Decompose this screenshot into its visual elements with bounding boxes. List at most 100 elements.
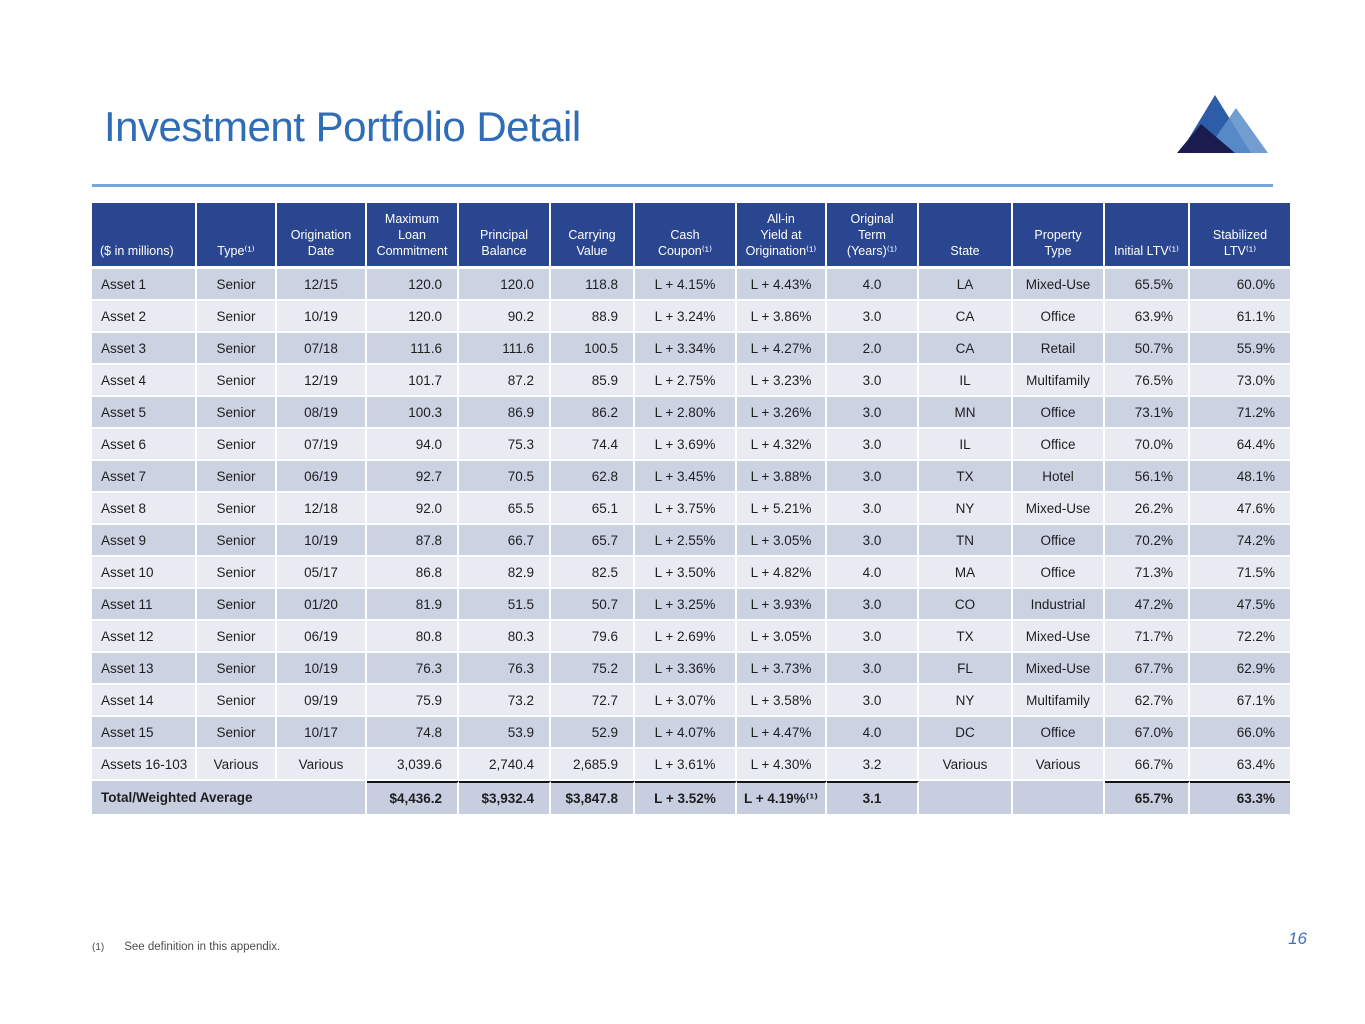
cell-r16-c11: 66.7%: [1105, 749, 1190, 781]
cell-r3-c11: 50.7%: [1105, 333, 1190, 365]
cell-r14-c7: L + 3.58%: [737, 685, 827, 717]
cell-r3-c7: L + 4.27%: [737, 333, 827, 365]
cell-r6-c1: Senior: [197, 429, 277, 461]
cell-r16-c10: Various: [1013, 749, 1105, 781]
cell-r16-c4: 2,740.4: [459, 749, 551, 781]
cell-r3-c0: Asset 3: [92, 333, 197, 365]
column-header-9: State: [919, 203, 1013, 269]
total-cell-c12: 63.3%: [1190, 781, 1290, 816]
cell-r1-c5: 118.8: [551, 269, 635, 301]
cell-r14-c6: L + 3.07%: [635, 685, 737, 717]
column-header-0: ($ in millions): [92, 203, 197, 269]
cell-r10-c6: L + 3.50%: [635, 557, 737, 589]
cell-r4-c0: Asset 4: [92, 365, 197, 397]
cell-r9-c1: Senior: [197, 525, 277, 557]
column-header-8: Original Term (Years)⁽¹⁾: [827, 203, 919, 269]
cell-r1-c7: L + 4.43%: [737, 269, 827, 301]
cell-r4-c4: 87.2: [459, 365, 551, 397]
cell-r6-c6: L + 3.69%: [635, 429, 737, 461]
cell-r6-c5: 74.4: [551, 429, 635, 461]
column-header-11: Initial LTV⁽¹⁾: [1105, 203, 1190, 269]
cell-r11-c11: 47.2%: [1105, 589, 1190, 621]
cell-r4-c7: L + 3.23%: [737, 365, 827, 397]
cell-r10-c10: Office: [1013, 557, 1105, 589]
cell-r11-c12: 47.5%: [1190, 589, 1290, 621]
cell-r13-c7: L + 3.73%: [737, 653, 827, 685]
total-cell-c8: 3.1: [827, 781, 919, 816]
cell-r15-c11: 67.0%: [1105, 717, 1190, 749]
cell-r15-c2: 10/17: [277, 717, 367, 749]
total-cell-c3: $4,436.2: [367, 781, 459, 816]
column-header-7: All-in Yield at Origination⁽¹⁾: [737, 203, 827, 269]
cell-r14-c0: Asset 14: [92, 685, 197, 717]
cell-r12-c10: Mixed-Use: [1013, 621, 1105, 653]
table-row: Asset 6 Senior 07/19 94.0 75.3 74.4 L + 3.69% L…: [92, 429, 1290, 461]
column-header-12: Stabilized LTV⁽¹⁾: [1190, 203, 1290, 269]
cell-r5-c6: L + 2.80%: [635, 397, 737, 429]
cell-r5-c9: MN: [919, 397, 1013, 429]
cell-r8-c6: L + 3.75%: [635, 493, 737, 525]
cell-r5-c2: 08/19: [277, 397, 367, 429]
cell-r8-c2: 12/18: [277, 493, 367, 525]
cell-r3-c2: 07/18: [277, 333, 367, 365]
cell-r9-c11: 70.2%: [1105, 525, 1190, 557]
cell-r5-c11: 73.1%: [1105, 397, 1190, 429]
cell-r11-c5: 50.7: [551, 589, 635, 621]
table-row: Asset 1 Senior 12/15 120.0 120.0 118.8 L + 4.1…: [92, 269, 1290, 301]
total-cell-c9: [919, 781, 1013, 816]
cell-r10-c0: Asset 10: [92, 557, 197, 589]
cell-r4-c9: IL: [919, 365, 1013, 397]
cell-r10-c11: 71.3%: [1105, 557, 1190, 589]
cell-r2-c7: L + 3.86%: [737, 301, 827, 333]
cell-r5-c4: 86.9: [459, 397, 551, 429]
cell-r5-c0: Asset 5: [92, 397, 197, 429]
cell-r13-c8: 3.0: [827, 653, 919, 685]
table-row: Asset 11 Senior 01/20 81.9 51.5 50.7 L + 3.25%…: [92, 589, 1290, 621]
cell-r11-c6: L + 3.25%: [635, 589, 737, 621]
cell-r13-c11: 67.7%: [1105, 653, 1190, 685]
column-header-4: Principal Balance: [459, 203, 551, 269]
column-header-6: Cash Coupon⁽¹⁾: [635, 203, 737, 269]
table-row: Asset 8 Senior 12/18 92.0 65.5 65.1 L + 3.75% L…: [92, 493, 1290, 525]
table-row: Asset 12 Senior 06/19 80.8 80.3 79.6 L + 2.69%…: [92, 621, 1290, 653]
cell-r2-c12: 61.1%: [1190, 301, 1290, 333]
table-row: Asset 9 Senior 10/19 87.8 66.7 65.7 L + 2.55% L…: [92, 525, 1290, 557]
cell-r12-c5: 79.6: [551, 621, 635, 653]
cell-r11-c10: Industrial: [1013, 589, 1105, 621]
footnote-marker: (1): [92, 942, 105, 953]
cell-r5-c1: Senior: [197, 397, 277, 429]
cell-r16-c5: 2,685.9: [551, 749, 635, 781]
cell-r10-c7: L + 4.82%: [737, 557, 827, 589]
page-number: 16: [1288, 929, 1307, 948]
footnote: (1) See definition in this appendix.: [92, 937, 280, 955]
cell-r10-c5: 82.5: [551, 557, 635, 589]
cell-r14-c3: 75.9: [367, 685, 459, 717]
cell-r2-c10: Office: [1013, 301, 1105, 333]
cell-r8-c8: 3.0: [827, 493, 919, 525]
table-row: Asset 10 Senior 05/17 86.8 82.9 82.5 L + 3.50%…: [92, 557, 1290, 589]
cell-r4-c3: 101.7: [367, 365, 459, 397]
cell-r3-c10: Retail: [1013, 333, 1105, 365]
cell-r6-c8: 3.0: [827, 429, 919, 461]
cell-r2-c0: Asset 2: [92, 301, 197, 333]
cell-r3-c5: 100.5: [551, 333, 635, 365]
cell-r3-c4: 111.6: [459, 333, 551, 365]
cell-r16-c8: 3.2: [827, 749, 919, 781]
cell-r1-c0: Asset 1: [92, 269, 197, 301]
cell-r6-c3: 94.0: [367, 429, 459, 461]
total-row: Total/Weighted Average $4,436.2 $3,932.4 $3…: [92, 781, 1290, 816]
cell-r11-c7: L + 3.93%: [737, 589, 827, 621]
cell-r14-c8: 3.0: [827, 685, 919, 717]
cell-r16-c1: Various: [197, 749, 277, 781]
cell-r13-c4: 76.3: [459, 653, 551, 685]
cell-r13-c6: L + 3.36%: [635, 653, 737, 685]
cell-r2-c5: 88.9: [551, 301, 635, 333]
cell-r14-c4: 73.2: [459, 685, 551, 717]
cell-r9-c8: 3.0: [827, 525, 919, 557]
cell-r1-c9: LA: [919, 269, 1013, 301]
cell-r8-c1: Senior: [197, 493, 277, 525]
cell-r12-c3: 80.8: [367, 621, 459, 653]
cell-r1-c4: 120.0: [459, 269, 551, 301]
cell-r7-c2: 06/19: [277, 461, 367, 493]
cell-r16-c7: L + 4.30%: [737, 749, 827, 781]
